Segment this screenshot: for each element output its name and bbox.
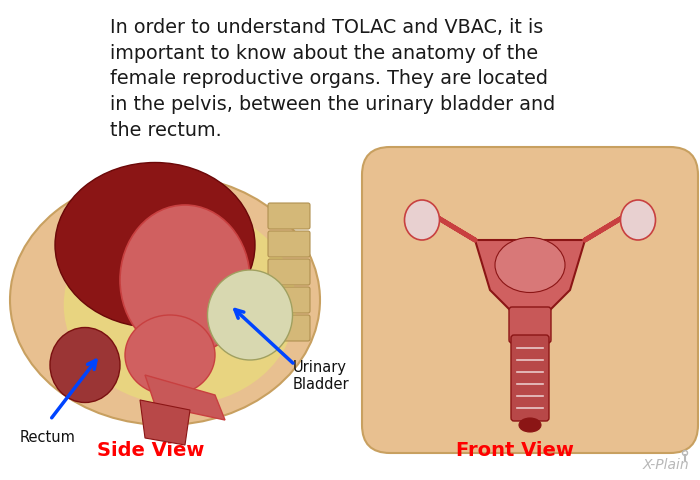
Ellipse shape <box>495 238 565 292</box>
Polygon shape <box>145 375 225 420</box>
FancyBboxPatch shape <box>268 231 310 257</box>
Text: Front View: Front View <box>456 441 573 459</box>
Ellipse shape <box>55 163 255 327</box>
Ellipse shape <box>405 200 440 240</box>
Ellipse shape <box>519 418 541 432</box>
Polygon shape <box>475 240 585 310</box>
FancyBboxPatch shape <box>268 259 310 285</box>
FancyBboxPatch shape <box>509 307 551 343</box>
Text: Rectum: Rectum <box>20 430 76 445</box>
Text: X-Plain: X-Plain <box>643 458 690 472</box>
FancyBboxPatch shape <box>268 287 310 313</box>
Polygon shape <box>140 400 190 445</box>
Ellipse shape <box>125 315 215 395</box>
FancyBboxPatch shape <box>268 203 310 229</box>
Text: Side View: Side View <box>97 441 204 459</box>
FancyBboxPatch shape <box>268 315 310 341</box>
Ellipse shape <box>64 205 296 405</box>
Text: In order to understand TOLAC and VBAC, it is
important to know about the anatomy: In order to understand TOLAC and VBAC, i… <box>110 18 555 140</box>
Ellipse shape <box>10 175 320 425</box>
Ellipse shape <box>620 200 655 240</box>
Ellipse shape <box>120 205 250 355</box>
FancyBboxPatch shape <box>362 147 698 453</box>
Ellipse shape <box>50 327 120 403</box>
Text: Urinary
Bladder: Urinary Bladder <box>293 360 349 393</box>
FancyBboxPatch shape <box>511 335 549 421</box>
Ellipse shape <box>207 270 293 360</box>
